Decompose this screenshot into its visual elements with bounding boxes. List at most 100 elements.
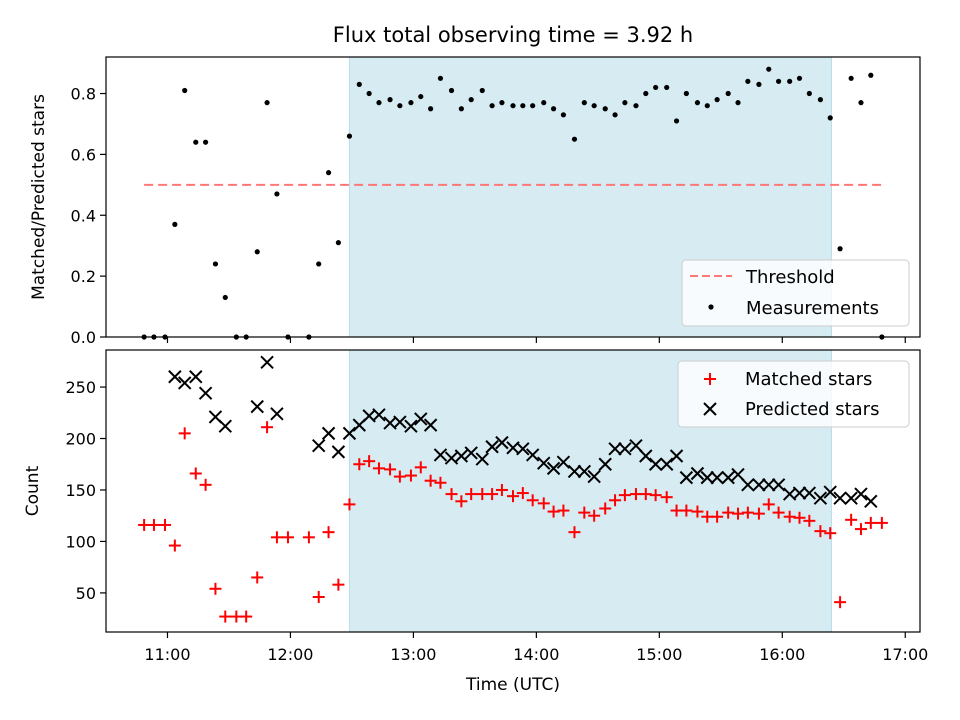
matched-star-point bbox=[537, 497, 550, 510]
bottom-y-tick-label: 50 bbox=[76, 584, 96, 603]
x-axis-label: Time (UTC) bbox=[465, 675, 560, 695]
matched-star-point bbox=[772, 506, 785, 519]
predicted-star-point bbox=[198, 386, 213, 400]
x-tick-label: 17:00 bbox=[882, 645, 928, 664]
bottom-legend: Matched stars Predicted stars bbox=[677, 360, 910, 428]
matched-star-point bbox=[599, 502, 612, 515]
legend-matched-label: Matched stars bbox=[745, 369, 872, 390]
matched-star-point bbox=[526, 494, 539, 507]
predicted-star-point bbox=[312, 439, 326, 453]
measurement-point bbox=[602, 106, 608, 112]
measurement-point bbox=[787, 78, 793, 84]
matched-star-point bbox=[507, 490, 519, 503]
predicted-star-point bbox=[537, 456, 551, 470]
legend-measurements-swatch bbox=[708, 304, 714, 310]
matched-star-point bbox=[639, 488, 652, 501]
predicted-star-point bbox=[556, 455, 571, 469]
bottom-y-tick-label: 200 bbox=[65, 430, 96, 449]
predicted-star-point bbox=[189, 370, 203, 384]
predicted-star-point bbox=[792, 486, 807, 500]
predicted-star-point bbox=[721, 470, 735, 485]
predicted-star-point bbox=[813, 491, 828, 505]
matched-star-point bbox=[159, 518, 172, 531]
measurement-point bbox=[550, 106, 557, 112]
legend-measurements-label: Measurements bbox=[746, 298, 879, 319]
predicted-star-point bbox=[752, 478, 766, 492]
top-y-tick-label: 0.0 bbox=[71, 328, 96, 347]
measurement-point bbox=[254, 249, 260, 255]
measurement-point bbox=[489, 103, 495, 109]
matched-star-point bbox=[261, 421, 274, 434]
matched-star-point bbox=[618, 489, 631, 502]
predicted-star-point bbox=[372, 408, 386, 422]
top-y-tick-label: 0.6 bbox=[71, 145, 96, 164]
measurement-point bbox=[673, 118, 680, 124]
predicted-star-point bbox=[516, 442, 530, 456]
predicted-star-point bbox=[762, 478, 776, 492]
bottom-axes-frame bbox=[105, 349, 921, 633]
matched-star-point bbox=[864, 516, 877, 529]
matched-star-point bbox=[609, 494, 622, 507]
measurement-point bbox=[653, 84, 659, 91]
measurement-point bbox=[622, 100, 628, 106]
measurement-point bbox=[387, 97, 393, 103]
measurement-point bbox=[591, 103, 597, 109]
predicted-star-point bbox=[168, 370, 182, 384]
measurement-point bbox=[817, 97, 824, 103]
matched-star-point bbox=[455, 495, 468, 508]
measurement-point bbox=[858, 100, 864, 106]
matched-star-point bbox=[516, 487, 529, 500]
predicted-star-point bbox=[464, 446, 478, 460]
predicted-star-point bbox=[679, 470, 694, 485]
predicted-star-point bbox=[771, 478, 786, 492]
predicted-star-point bbox=[495, 435, 509, 450]
predicted-star-point bbox=[648, 457, 663, 471]
measurement-point bbox=[356, 81, 362, 87]
matched-star-point bbox=[353, 458, 366, 471]
top-legend-box bbox=[681, 259, 910, 327]
predicted-star-point bbox=[393, 415, 407, 429]
measurement-point bbox=[222, 294, 228, 301]
measurement-point bbox=[775, 78, 782, 84]
measurement-point bbox=[366, 90, 372, 97]
measurement-point bbox=[325, 170, 332, 176]
predicted-star-point bbox=[587, 469, 601, 484]
matched-star-point bbox=[803, 514, 816, 527]
matched-star-point bbox=[343, 498, 356, 511]
top-y-axis-label: Matched/Predicted stars bbox=[29, 94, 49, 300]
matched-star-point bbox=[240, 610, 253, 623]
x-tick-label: 14:00 bbox=[513, 645, 559, 664]
measurement-point bbox=[437, 75, 444, 81]
measurement-point bbox=[694, 100, 701, 106]
measurement-point bbox=[346, 133, 353, 139]
matched-star-point bbox=[147, 518, 160, 531]
predicted-star-point bbox=[854, 487, 868, 501]
measurement-point bbox=[408, 100, 414, 106]
measurement-point bbox=[827, 115, 833, 121]
legend-predicted-label: Predicted stars bbox=[745, 399, 879, 420]
measurement-point bbox=[704, 103, 710, 109]
matched-star-point bbox=[732, 507, 745, 520]
predicted-star-point bbox=[639, 449, 653, 463]
measurement-point bbox=[530, 103, 536, 109]
matched-star-point bbox=[486, 488, 499, 501]
top-axes-frame bbox=[105, 56, 921, 338]
predicted-star-point bbox=[864, 494, 878, 508]
matched-star-point bbox=[495, 483, 508, 496]
matched-star-point bbox=[547, 505, 560, 518]
matched-star-point bbox=[322, 526, 335, 539]
matched-star-point bbox=[209, 582, 222, 595]
measurement-point bbox=[468, 97, 474, 103]
predicted-star-point bbox=[414, 412, 428, 426]
predicted-star-point bbox=[802, 486, 817, 500]
matched-star-point bbox=[711, 510, 724, 523]
matched-star-point bbox=[762, 498, 775, 511]
x-tick-label: 13:00 bbox=[390, 645, 436, 664]
matched-star-point bbox=[372, 462, 385, 475]
measurement-point bbox=[612, 112, 618, 118]
predicted-star-point bbox=[546, 461, 561, 476]
predicted-star-point bbox=[833, 491, 847, 505]
measurement-point bbox=[428, 106, 434, 112]
measurement-point bbox=[510, 103, 516, 109]
measurement-point bbox=[316, 261, 322, 267]
